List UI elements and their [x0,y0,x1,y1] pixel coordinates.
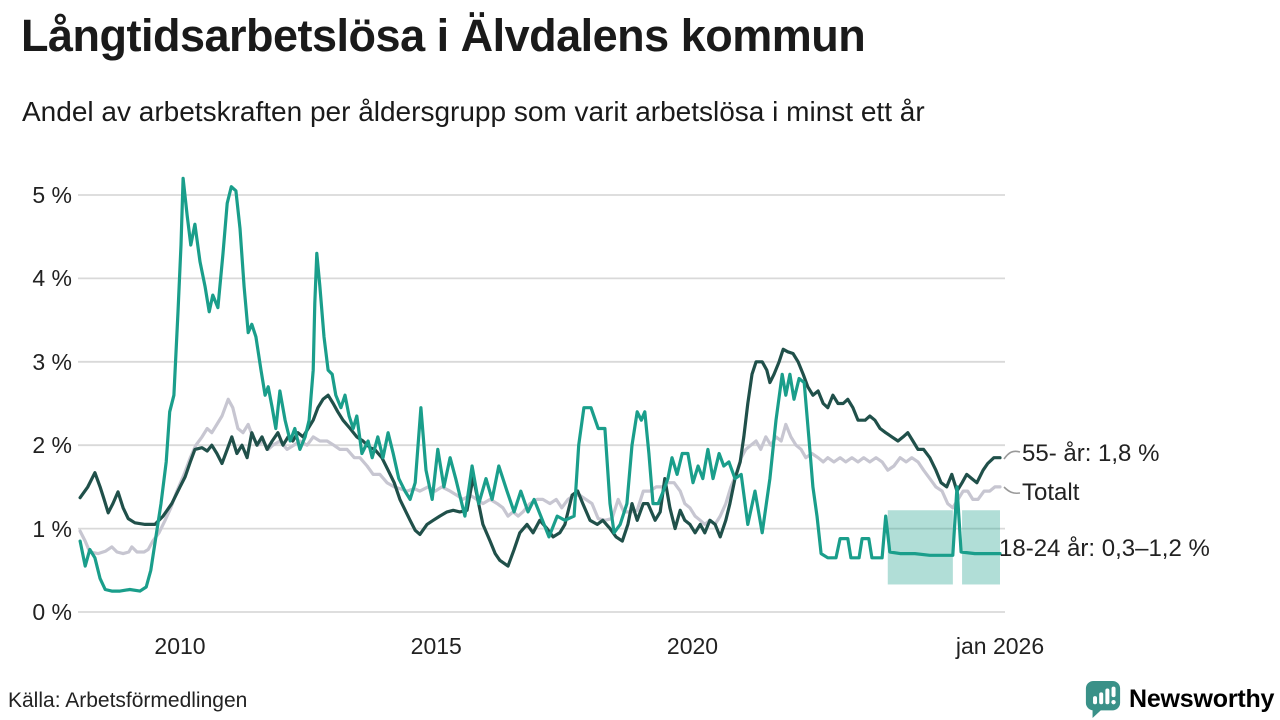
series-label-18-24-ar: 18-24 år: 0,3–1,2 % [999,535,1210,562]
y-tick-label: 3 % [32,348,72,375]
page-title: Långtidsarbetslösa i Älvdalens kommun [21,10,866,61]
series-line-totalt [78,397,1002,556]
series-label-55-ar: 55- år: 1,8 % [1022,440,1160,467]
x-tick-label: 2015 [410,633,462,659]
y-tick-label: 1 % [32,515,72,542]
series-line-55-r [78,347,1002,568]
x-tick-label: 2010 [154,633,206,659]
y-tick-label: 4 % [32,265,72,292]
confidence-band-group [887,510,1000,585]
confidence-band [887,510,953,585]
brand-name: Newsworthy [1129,684,1275,713]
brand-logo: Newsworthy [1084,679,1274,719]
source-note: Källa: Arbetsförmedlingen [8,689,248,712]
confidence-band [962,510,1000,585]
label-connectors [1003,450,1021,495]
series-label-totalt: Totalt [1022,479,1080,506]
y-tick-label: 2 % [32,432,72,459]
gridlines [78,194,1005,613]
label-connector-55 [1003,450,1021,460]
y-tick-label: 0 % [32,599,72,625]
label-connector-totalt [1003,486,1021,495]
y-tick-label: 5 % [32,182,72,208]
x-tick-label: 2020 [666,633,719,659]
series-lines [78,176,1002,593]
series-line-18-24-r [78,176,1002,593]
x-tick-label: jan 2026 [955,633,1045,659]
newsworthy-bubble-chart-icon [1085,680,1121,718]
chart-subtitle: Andel av arbetskraften per åldersgrupp s… [22,96,925,127]
